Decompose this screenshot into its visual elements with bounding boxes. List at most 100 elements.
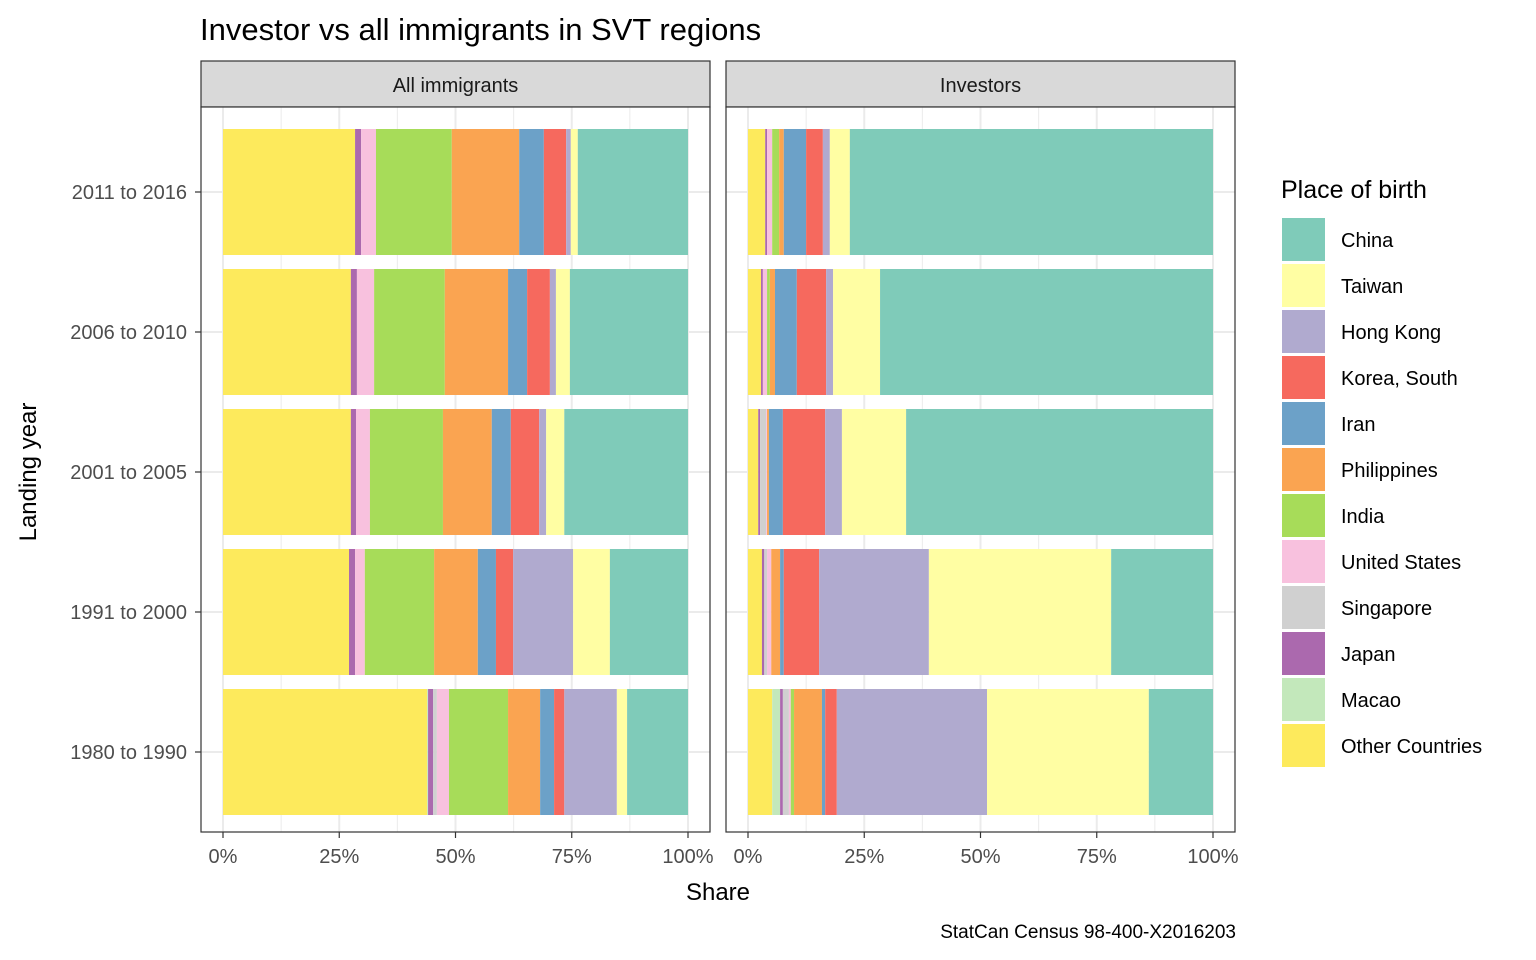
bar-segment-iran-1991-to-2000 — [780, 549, 784, 675]
legend-item: Philippines — [1282, 448, 1438, 491]
x-tick-label: 25% — [844, 846, 884, 868]
bar-segment-taiwan-1980-to-1990 — [616, 689, 628, 815]
bar-segment-iran-1980-to-1990 — [540, 689, 555, 815]
bar-segment-hong-kong-2001-to-2005 — [825, 409, 842, 535]
facet-strip-label: All immigrants — [393, 75, 519, 97]
legend-item: Singapore — [1282, 586, 1432, 629]
bar-segment-korea-south-1991-to-2000 — [783, 549, 820, 675]
bar-segment-china-2001-to-2005 — [564, 409, 688, 535]
bar-segment-hong-kong-2011-to-2016 — [566, 129, 571, 255]
bar-segment-other-countries-1991-to-2000 — [748, 549, 762, 675]
bar-segment-philippines-1980-to-1990 — [794, 689, 822, 815]
bar-segment-taiwan-2001-to-2005 — [841, 409, 907, 535]
bar-segment-iran-2011-to-2016 — [783, 129, 807, 255]
bar-segment-taiwan-2006-to-2010 — [555, 269, 570, 395]
bar-segment-united-states-2011-to-2016 — [361, 129, 376, 255]
legend-key — [1282, 586, 1325, 629]
legend-key — [1282, 494, 1325, 537]
chart-title: Investor vs all immigrants in SVT region… — [200, 12, 761, 47]
bar-segment-iran-1980-to-1990 — [821, 689, 826, 815]
bar-segment-other-countries-1980-to-1990 — [223, 689, 428, 815]
bar-segment-china-1980-to-1990 — [627, 689, 688, 815]
bar-segment-united-states-2006-to-2010 — [762, 269, 768, 395]
bar-segment-iran-2001-to-2005 — [768, 409, 783, 535]
x-tick-label: 75% — [1077, 846, 1117, 868]
legend-label: Taiwan — [1341, 276, 1403, 298]
bar-segment-united-states-2001-to-2005 — [355, 409, 370, 535]
bar-segment-korea-south-2006-to-2010 — [796, 269, 827, 395]
panel-all-immigrants: All immigrants 0% 25% 50% 75% 100% — [200, 60, 714, 868]
legend-label: Iran — [1341, 414, 1375, 436]
facet-panels: All immigrants 0% 25% 50% 75% 100% Investors 0%… — [200, 60, 1239, 868]
bar-segment-taiwan-2001-to-2005 — [546, 409, 565, 535]
bar-segment-other-countries-2001-to-2005 — [223, 409, 351, 535]
y-tick-label: 2011 to 2016 — [72, 182, 187, 204]
bar-segment-china-2006-to-2010 — [569, 269, 688, 395]
x-tick-label: 100% — [662, 846, 713, 868]
legend-key — [1282, 448, 1325, 491]
legend-label: Japan — [1341, 644, 1396, 666]
bar-segment-other-countries-2006-to-2010 — [223, 269, 351, 395]
legend-label: United States — [1341, 552, 1461, 574]
legend-item: United States — [1282, 540, 1461, 583]
facet-strip — [725, 60, 1236, 108]
bar-segment-hong-kong-2006-to-2010 — [826, 269, 834, 395]
x-axis-title: Share — [686, 879, 750, 906]
bar-segment-india-1991-to-2000 — [364, 549, 435, 675]
bar-segment-korea-south-2006-to-2010 — [527, 269, 550, 395]
bar-segment-china-1991-to-2000 — [1111, 549, 1213, 675]
legend-label: Other Countries — [1341, 736, 1482, 758]
bar-segment-japan-2001-to-2005 — [758, 409, 761, 535]
legend-item: Iran — [1282, 402, 1375, 445]
bar-segment-japan-1980-to-1990 — [428, 689, 434, 815]
chart-caption: StatCan Census 98-400-X2016203 — [940, 922, 1236, 943]
legend-item: Korea, South — [1282, 356, 1458, 399]
bar-segment-philippines-2001-to-2005 — [767, 409, 769, 535]
bar-segment-philippines-2001-to-2005 — [442, 409, 492, 535]
legend-key — [1282, 402, 1325, 445]
legend-key — [1282, 264, 1325, 307]
bar-segment-singapore-1980-to-1990 — [782, 689, 789, 815]
legend-label: Singapore — [1341, 598, 1432, 620]
bar-segment-india-1980-to-1990 — [448, 689, 509, 815]
bar-segment-china-2011-to-2016 — [577, 129, 688, 255]
bar-segment-united-states-1991-to-2000 — [355, 549, 365, 675]
x-tick-label: 25% — [319, 846, 359, 868]
legend-item: Japan — [1282, 632, 1396, 675]
y-tick-label: 2006 to 2010 — [70, 322, 187, 344]
bar-segment-singapore-1980-to-1990 — [433, 689, 437, 815]
bar-segment-korea-south-2011-to-2016 — [543, 129, 567, 255]
bar-segment-taiwan-2011-to-2016 — [570, 129, 578, 255]
legend-key — [1282, 540, 1325, 583]
bar-segment-other-countries-2006-to-2010 — [748, 269, 762, 395]
bar-segment-other-countries-2011-to-2016 — [748, 129, 766, 255]
bar-segment-japan-1991-to-2000 — [761, 549, 765, 675]
bar-segment-hong-kong-2006-to-2010 — [549, 269, 556, 395]
legend-label: Macao — [1341, 690, 1401, 712]
bar-segment-united-states-2006-to-2010 — [356, 269, 375, 395]
bar-segment-korea-south-2001-to-2005 — [510, 409, 540, 535]
bar-segment-iran-1991-to-2000 — [477, 549, 496, 675]
bar-segment-macao-1980-to-1990 — [772, 689, 781, 815]
bar-segment-iran-2006-to-2010 — [774, 269, 797, 395]
legend-item: Taiwan — [1282, 264, 1403, 307]
bar-segment-korea-south-2011-to-2016 — [806, 129, 823, 255]
bar-segment-macao-1980-to-1990 — [427, 689, 429, 815]
bar-segment-korea-south-1991-to-2000 — [495, 549, 514, 675]
bar-segment-korea-south-1980-to-1990 — [825, 689, 837, 815]
bar-segment-taiwan-1991-to-2000 — [573, 549, 610, 675]
legend-item: Other Countries — [1282, 724, 1482, 767]
bar-segment-philippines-1991-to-2000 — [434, 549, 478, 675]
legend-label: Korea, South — [1341, 368, 1458, 390]
x-tick-label: 75% — [552, 846, 592, 868]
bar-segment-india-2006-to-2010 — [767, 269, 770, 395]
legend-key — [1282, 632, 1325, 675]
x-tick-label: 0% — [209, 846, 238, 868]
bar-segment-india-2001-to-2005 — [369, 409, 443, 535]
bar-segment-china-1980-to-1990 — [1148, 689, 1213, 815]
bar-segment-philippines-1991-to-2000 — [771, 549, 781, 675]
bar-segment-philippines-2006-to-2010 — [444, 269, 509, 395]
bar-segment-china-2011-to-2016 — [849, 129, 1213, 255]
bar-segment-hong-kong-2001-to-2005 — [539, 409, 547, 535]
bar-segment-taiwan-2011-to-2016 — [829, 129, 850, 255]
